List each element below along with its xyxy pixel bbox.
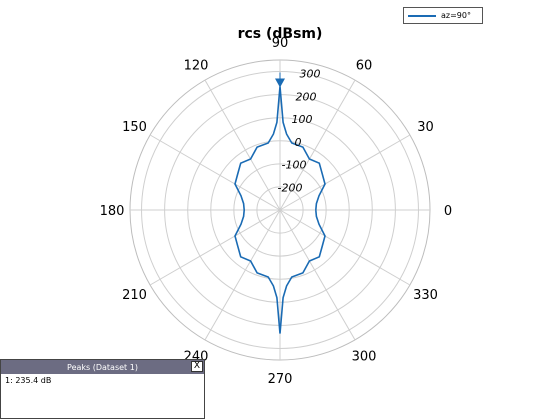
- radial-tick-label: 0: [295, 136, 302, 149]
- series-line: [234, 86, 326, 334]
- peaks-panel: Peaks (Dataset 1) X 1: 235.4 dB: [0, 359, 205, 419]
- grid-spoke: [279, 79, 356, 211]
- radial-tick-label: 200: [296, 90, 317, 103]
- grid-spoke: [204, 79, 281, 211]
- radial-tick-labels: -200 -100 0 100 200 300: [278, 68, 321, 195]
- peak-marker: [275, 72, 285, 88]
- legend-line-swatch: [408, 14, 436, 17]
- grid-spoke: [279, 209, 411, 286]
- radial-tick-label: 300: [300, 68, 321, 81]
- angle-tick-label: 0: [444, 204, 452, 219]
- angle-tick-label: 210: [122, 288, 147, 303]
- radial-tick-label: -200: [278, 181, 303, 194]
- legend: az=90°: [403, 7, 483, 24]
- angle-tick-label: 150: [122, 120, 147, 135]
- peak-entry: 1: 235.4 dB: [5, 376, 52, 385]
- close-icon[interactable]: X: [191, 361, 203, 372]
- legend-label: az=90°: [441, 11, 471, 20]
- series-group: [234, 86, 326, 334]
- angle-tick-label: 90: [272, 36, 289, 51]
- grid-spoke: [279, 134, 411, 211]
- angle-tick-label: 270: [268, 372, 293, 387]
- peaks-panel-header: Peaks (Dataset 1) X: [1, 360, 204, 374]
- grid-spoke: [149, 209, 281, 286]
- angle-tick-label: 60: [356, 59, 373, 74]
- grid-spoke: [149, 134, 281, 211]
- angle-tick-label: 330: [413, 288, 438, 303]
- angle-tick-label: 180: [100, 204, 125, 219]
- peaks-panel-title: Peaks (Dataset 1): [67, 362, 138, 372]
- chart-title: rcs (dBsm): [238, 26, 323, 42]
- radial-tick-label: 100: [292, 113, 313, 126]
- grid-spoke: [279, 209, 356, 341]
- angle-tick-label: 30: [417, 120, 434, 135]
- angle-tick-label: 120: [184, 59, 209, 74]
- angle-tick-label: 300: [352, 349, 377, 364]
- polar-grid: [129, 59, 431, 361]
- grid-spoke: [204, 209, 281, 341]
- radial-tick-label: -100: [282, 159, 307, 172]
- peaks-list: 1: 235.4 dB: [1, 374, 204, 387]
- peak-triangle: [275, 78, 285, 88]
